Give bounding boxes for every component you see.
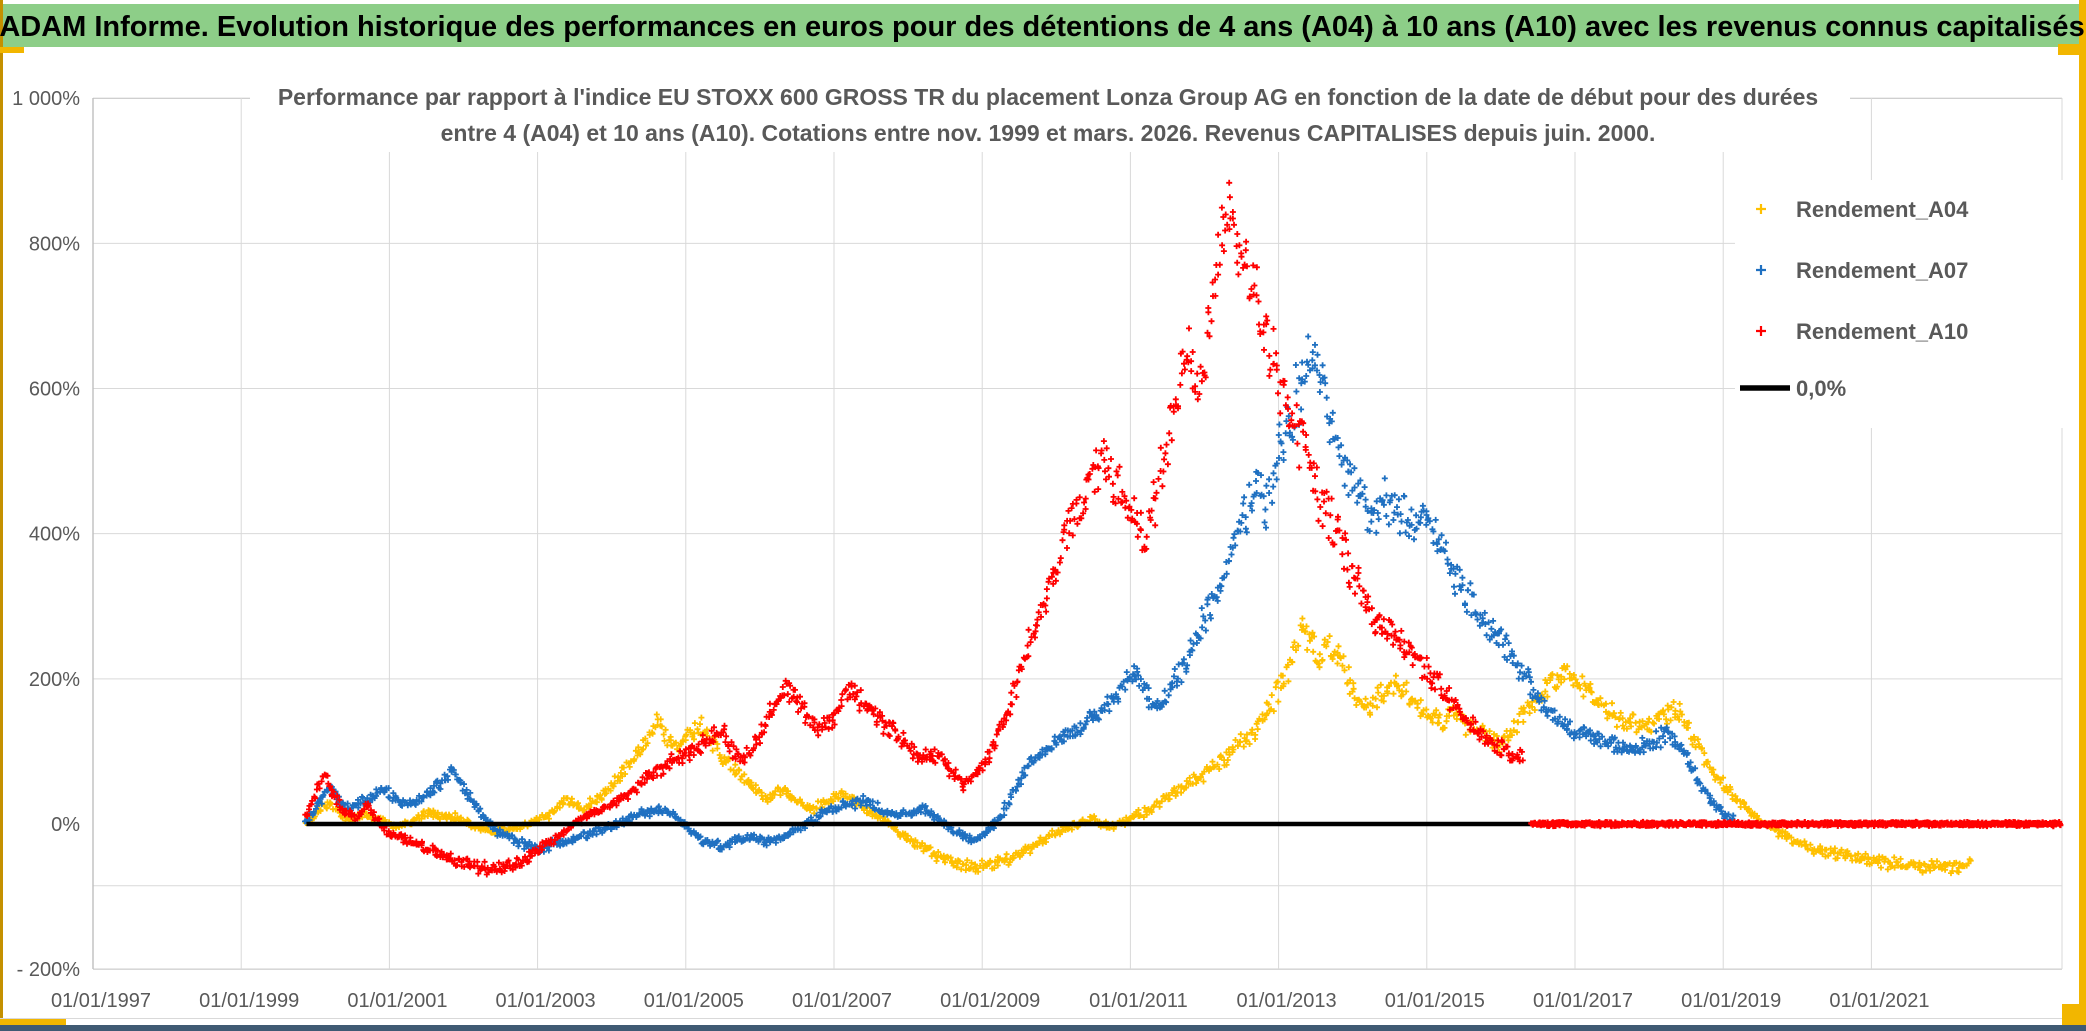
- scatter-series-Rendement_A07: [302, 333, 1737, 855]
- legend: Rendement_A04 Rendement_A07 Rendement_A10 0…: [1735, 180, 2076, 428]
- bottom-left-gold-block: [0, 1019, 66, 1028]
- x-axis-tick-label: 01/01/2021: [1829, 990, 1929, 1012]
- legend-label: 0,0%: [1796, 376, 1846, 401]
- scatter-series-Rendement_A10_flat_zero: [1528, 818, 2064, 830]
- left-border-strip: [0, 0, 3, 1031]
- x-axis-tick-label: 01/01/2007: [792, 990, 892, 1012]
- x-axis-tick-label: 01/01/1997: [51, 990, 151, 1012]
- right-border-strip: [2079, 0, 2086, 1031]
- title-bar: [3, 4, 2079, 47]
- x-axis-tick-label: 01/01/2019: [1681, 990, 1781, 1012]
- chart-title-line2: entre 4 (A04) et 10 ans (A10). Cotations…: [441, 120, 1656, 146]
- legend-backplate: [1735, 180, 2076, 428]
- y-axis-tick-label: 400%: [29, 524, 80, 546]
- scatter-series-Rendement_A10: [302, 179, 1526, 878]
- legend-marker-Rendement_A10: [1756, 326, 1766, 336]
- legend-marker-Rendement_A07: [1756, 265, 1766, 275]
- x-axis-tick-label: 01/01/2017: [1533, 990, 1633, 1012]
- chart-title-line1: Performance par rapport à l'indice EU ST…: [278, 84, 1818, 110]
- x-axis-tick-label: 01/01/2013: [1237, 990, 1337, 1012]
- x-axis-tick-label: 01/01/1999: [199, 990, 299, 1012]
- legend-marker-Rendement_A04: [1756, 204, 1766, 214]
- report-title: ADAM Informe. Evolution historique des p…: [0, 11, 2085, 43]
- y-axis-tick-label: 600%: [29, 379, 80, 401]
- chart-title-backplate: [250, 56, 1850, 152]
- y-axis-tick-label: - 200%: [17, 959, 81, 981]
- x-axis-tick-label: 01/01/2003: [496, 990, 596, 1012]
- x-axis-tick-label: 01/01/2011: [1089, 990, 1188, 1012]
- scatter-data-layer: [302, 179, 2064, 878]
- y-axis-tick-label: 800%: [29, 233, 80, 255]
- x-axis-tick-label: 01/01/2015: [1385, 990, 1485, 1012]
- bottom-bar: [0, 1025, 2086, 1031]
- legend-label: Rendement_A10: [1796, 319, 1968, 344]
- x-axis-tick-label: 01/01/2009: [940, 990, 1040, 1012]
- legend-label: Rendement_A07: [1796, 258, 1968, 283]
- x-axis-tick-label: 01/01/2005: [644, 990, 744, 1012]
- legend-label: Rendement_A04: [1796, 197, 1969, 222]
- y-axis-tick-label: 200%: [29, 669, 80, 691]
- x-axis-tick-label: 01/01/2001: [347, 990, 447, 1012]
- y-axis-tick-label: 1 000%: [12, 88, 80, 110]
- title-underline-accent-left: [0, 47, 24, 53]
- y-axis-tick-label: 0%: [51, 814, 80, 836]
- axis-label-layer: 1 000% 800% 600% 400% 200% 0% - 200% 01/01/1997…: [12, 88, 1929, 1012]
- title-underline-accent-right: [2058, 44, 2086, 55]
